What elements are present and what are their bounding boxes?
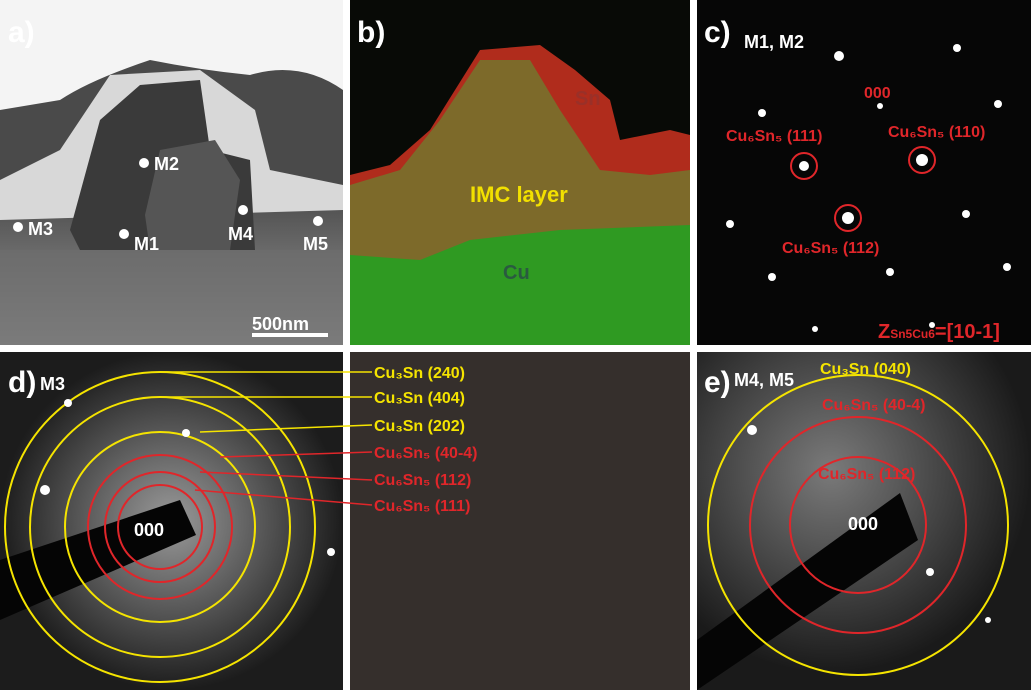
spot [1003, 263, 1011, 271]
spot [877, 103, 883, 109]
ring-label: Cu₃Sn (040) [820, 361, 911, 378]
point-label: M3 [28, 219, 53, 239]
zone-sub: Sn5Cu6 [890, 327, 935, 341]
ring-label: Cu₃Sn (240) [374, 365, 465, 382]
ring-label: Cu₆Sn₅ (40-4) [822, 397, 926, 414]
region-label: IMC layer [470, 182, 568, 207]
spot [962, 210, 970, 218]
panel-b: Sn IMC layer Cu b) [350, 0, 690, 345]
spot [182, 429, 190, 437]
spot-label: Cu₆Sn₅ (111) [726, 128, 822, 145]
spot [64, 399, 72, 407]
panel-label: b) [357, 16, 385, 49]
panel-d: 000 M3 d) [0, 352, 343, 690]
point-label: M5 [303, 234, 328, 254]
region-label: Sn [575, 88, 601, 110]
panel-title: M3 [40, 374, 65, 394]
ring-label: Cu₆Sn₅ (112) [374, 472, 471, 489]
spot [812, 326, 818, 332]
region-label: Cu [503, 262, 530, 284]
point-label: M1 [134, 234, 159, 254]
point-label: M2 [154, 154, 179, 174]
spot [916, 154, 928, 166]
point [238, 205, 248, 215]
ring-label: Cu₆Sn₅ (112) [818, 466, 915, 483]
zone-rest: =[10-1] [935, 321, 1000, 343]
origin-label: 000 [864, 85, 891, 102]
spot [886, 268, 894, 276]
spot [40, 485, 50, 495]
spot [327, 548, 335, 556]
spot [842, 212, 854, 224]
panel-a: M1 M2 M3 M4 M5 500nm a) [0, 0, 343, 345]
panel-c: M1, M2 000 Cu₆Sn₅ (111) Cu₆Sn₅ (110) Cu₆… [697, 0, 1031, 345]
point [313, 216, 323, 226]
spot [834, 51, 844, 61]
panel-label: c) [704, 16, 731, 49]
panel-label: e) [704, 366, 731, 399]
panel-title: M4, M5 [734, 370, 794, 390]
ring-label: Cu₆Sn₅ (111) [374, 498, 470, 515]
panel-label: d) [8, 366, 36, 399]
ring-label: Cu₃Sn (202) [374, 418, 465, 435]
point [13, 222, 23, 232]
panel-title: M1, M2 [744, 32, 804, 52]
spot-label: Cu₆Sn₅ (110) [888, 124, 985, 141]
spot [994, 100, 1002, 108]
origin-label: 000 [848, 514, 878, 534]
scale-label: 500nm [252, 314, 309, 334]
spot-label: Cu₆Sn₅ (112) [782, 240, 879, 257]
spot [758, 109, 766, 117]
ring-label: Cu₆Sn₅ (40-4) [374, 445, 478, 462]
spot [768, 273, 776, 281]
panel-label: a) [8, 16, 35, 49]
figure: M1 M2 M3 M4 M5 500nm a) Sn IMC layer Cu … [0, 0, 1031, 690]
point [119, 229, 129, 239]
spot [926, 568, 934, 576]
ring-label: Cu₃Sn (404) [374, 390, 465, 407]
spot [726, 220, 734, 228]
panel-e: 000 Cu₃Sn (040) Cu₆Sn₅ (40-4) Cu₆Sn₅ (11… [697, 352, 1031, 690]
spot [747, 425, 757, 435]
spot [985, 617, 991, 623]
point [139, 158, 149, 168]
spot [953, 44, 961, 52]
zone-main: Z [878, 321, 890, 343]
spot [799, 161, 809, 171]
point-label: M4 [228, 224, 253, 244]
origin-label: 000 [134, 520, 164, 540]
